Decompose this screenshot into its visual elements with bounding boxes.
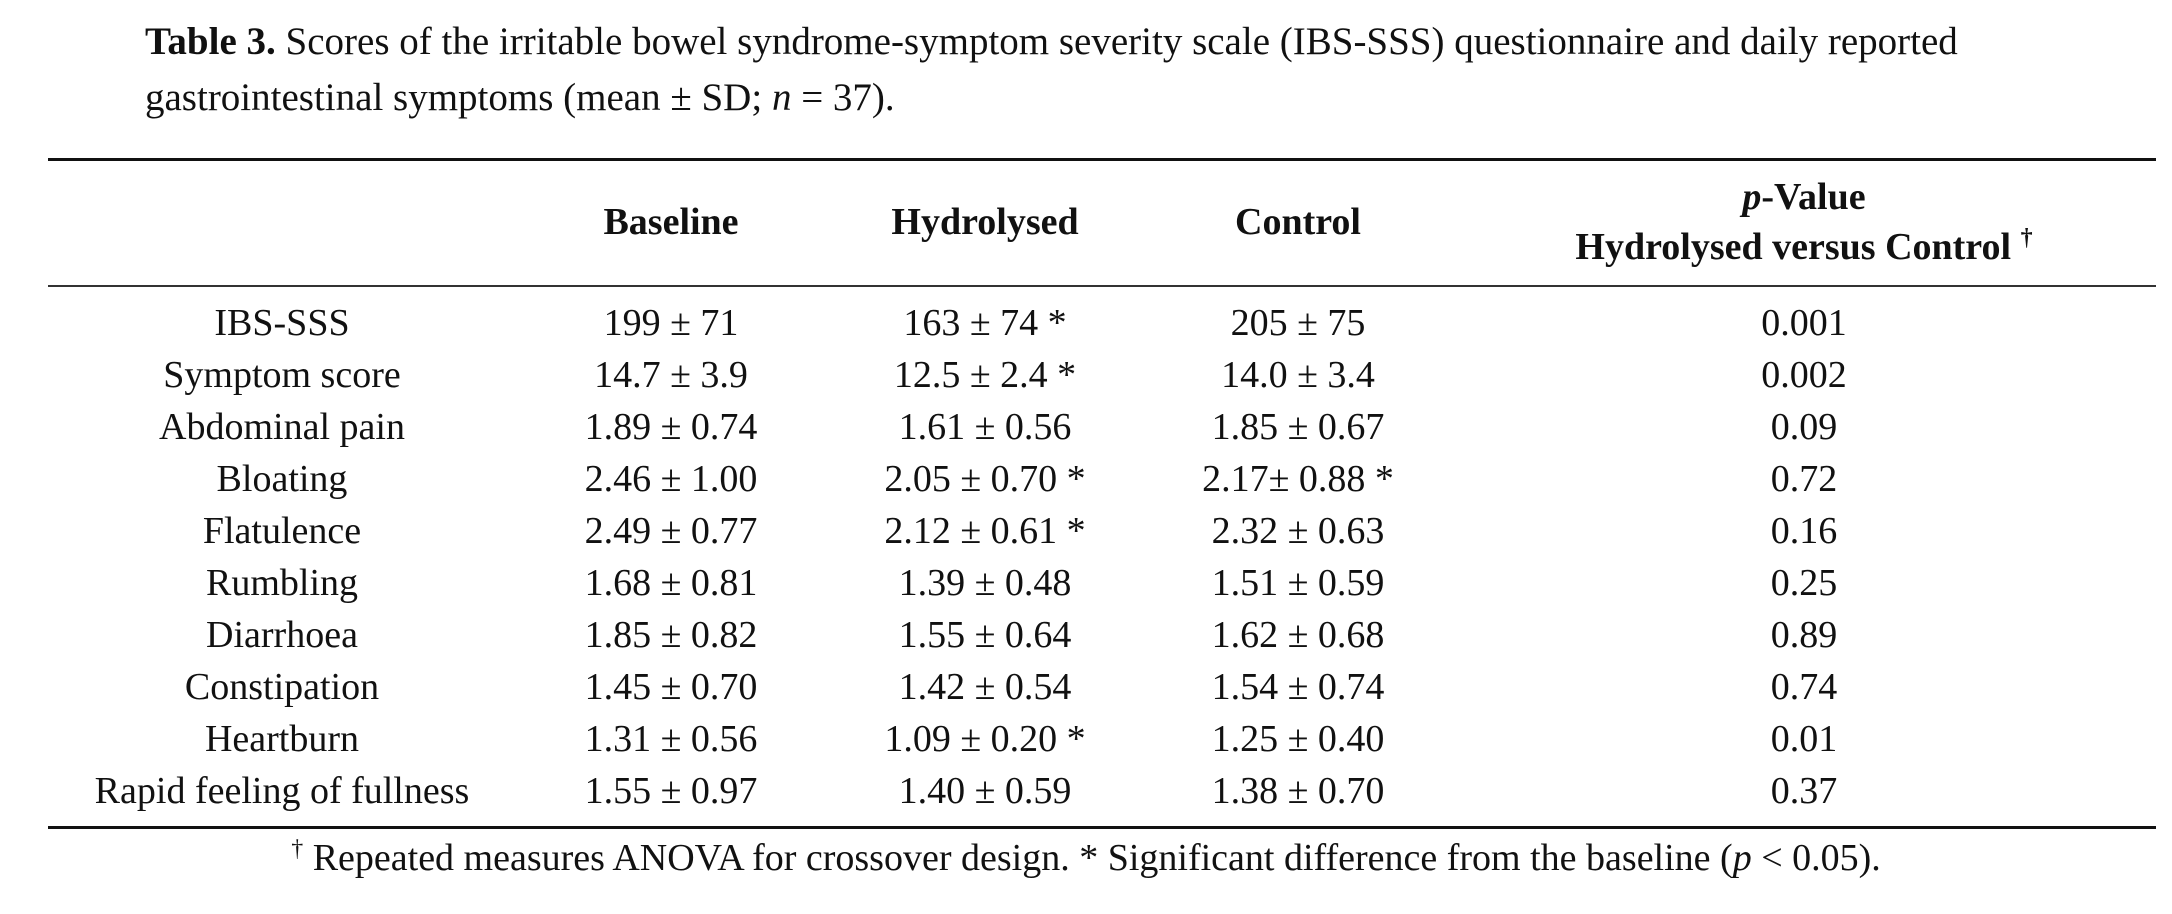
row-label: Heartburn	[204, 718, 360, 760]
table-row: Rumbling 1.68 ± 0.81 1.39 ± 0.48 1.51 ± 0.5…	[48, 557, 2156, 609]
cell-baseline: 2.46 ± 1.00	[584, 458, 758, 500]
cell-baseline: 14.7 ± 3.9	[594, 354, 748, 396]
cell-p-value: 0.89	[1770, 614, 1838, 656]
header-p-value-label: -Value	[1761, 176, 1866, 218]
cell-baseline: 1.31 ± 0.56	[584, 718, 758, 760]
cell-p-value: 0.001	[1761, 302, 1847, 344]
header-p-value-comparison: Hydrolysed versus Control	[1575, 226, 2012, 268]
table-caption: Table 3. Scores of the irritable bowel s…	[145, 14, 2105, 126]
header-empty	[48, 164, 516, 280]
cell-baseline: 1.45 ± 0.70	[584, 666, 758, 708]
table-header: Baseline Hydrolysed Control p-Value Hydro…	[48, 164, 2156, 280]
cell-hydrolysed: 163 ± 74 *	[903, 302, 1067, 344]
table-row: Symptom score 14.7 ± 3.9 12.5 ± 2.4 * 14.0 …	[48, 349, 2156, 401]
header-p-symbol: p	[1742, 176, 1762, 218]
cell-control: 14.0 ± 3.4	[1221, 354, 1375, 396]
table-row: IBS-SSS 199 ± 71 163 ± 74 * 205 ± 75 0.001	[48, 297, 2156, 349]
cell-p-value: 0.01	[1770, 718, 1838, 760]
cell-p-value: 0.002	[1761, 354, 1847, 396]
footnote-text-part2: < 0.05).	[1751, 837, 1881, 879]
row-label: Flatulence	[202, 510, 362, 552]
cell-baseline: 1.55 ± 0.97	[584, 770, 758, 812]
header-control: Control	[1235, 201, 1361, 243]
cell-hydrolysed: 1.42 ± 0.54	[898, 666, 1072, 708]
table-row: Flatulence 2.49 ± 0.77 2.12 ± 0.61 * 2.32 ±…	[48, 505, 2156, 557]
table-top-rule	[48, 158, 2156, 161]
caption-n-symbol: n	[771, 76, 792, 119]
table-row: Diarrhoea 1.85 ± 0.82 1.55 ± 0.64 1.62 ± 0.…	[48, 609, 2156, 661]
header-hydrolysed: Hydrolysed	[891, 201, 1079, 243]
header-p-value: p-Value Hydrolysed versus Control †	[1452, 164, 2156, 280]
cell-baseline: 2.49 ± 0.77	[584, 510, 758, 552]
cell-p-value: 0.74	[1770, 666, 1838, 708]
footnote-p-symbol: p	[1732, 837, 1752, 879]
cell-p-value: 0.37	[1770, 770, 1838, 812]
row-label: IBS-SSS	[214, 302, 350, 344]
cell-control: 1.54 ± 0.74	[1211, 666, 1385, 708]
table-row: Heartburn 1.31 ± 0.56 1.09 ± 0.20 * 1.25 ± …	[48, 713, 2156, 765]
cell-p-value: 0.16	[1770, 510, 1838, 552]
header-baseline: Baseline	[603, 201, 739, 243]
header-row: Baseline Hydrolysed Control p-Value Hydro…	[48, 164, 2156, 280]
cell-baseline: 1.85 ± 0.82	[584, 614, 758, 656]
cell-hydrolysed: 2.05 ± 0.70 *	[884, 458, 1086, 500]
cell-control: 205 ± 75	[1230, 302, 1366, 344]
row-label: Rapid feeling of fullness	[94, 770, 470, 812]
cell-hydrolysed: 2.12 ± 0.61 *	[884, 510, 1086, 552]
caption-text-part1: Scores of the irritable bowel syndrome-s…	[145, 20, 1958, 119]
cell-baseline: 1.68 ± 0.81	[584, 562, 758, 604]
table-bottom-rule	[48, 826, 2156, 829]
cell-control: 2.17± 0.88 *	[1202, 458, 1394, 500]
cell-hydrolysed: 1.40 ± 0.59	[898, 770, 1072, 812]
caption-text-part2: = 37).	[791, 76, 895, 119]
footnote-dagger: †	[291, 836, 304, 862]
table-row: Rapid feeling of fullness 1.55 ± 0.97 1.40…	[48, 765, 2156, 817]
cell-hydrolysed: 12.5 ± 2.4 *	[893, 354, 1077, 396]
row-label: Bloating	[216, 458, 348, 500]
caption-label: Table 3.	[145, 20, 276, 63]
cell-baseline: 1.89 ± 0.74	[584, 406, 758, 448]
row-label: Symptom score	[163, 354, 401, 396]
table-body: IBS-SSS 199 ± 71 163 ± 74 * 205 ± 75 0.001 Sy…	[48, 297, 2156, 817]
cell-hydrolysed: 1.61 ± 0.56	[898, 406, 1072, 448]
cell-p-value: 0.09	[1770, 406, 1838, 448]
table-row: Abdominal pain 1.89 ± 0.74 1.61 ± 0.56 1.85…	[48, 401, 2156, 453]
cell-control: 1.62 ± 0.68	[1211, 614, 1385, 656]
table-footnote: † Repeated measures ANOVA for crossover …	[0, 832, 2172, 884]
cell-control: 2.32 ± 0.63	[1211, 510, 1385, 552]
table-row: Constipation 1.45 ± 0.70 1.42 ± 0.54 1.54 ±…	[48, 661, 2156, 713]
cell-control: 1.38 ± 0.70	[1211, 770, 1385, 812]
row-label: Rumbling	[205, 562, 359, 604]
row-label: Constipation	[184, 666, 380, 708]
cell-baseline: 199 ± 71	[603, 302, 739, 344]
row-label: Abdominal pain	[159, 406, 405, 448]
header-dagger: †	[2020, 225, 2033, 251]
cell-hydrolysed: 1.09 ± 0.20 *	[884, 718, 1086, 760]
cell-control: 1.51 ± 0.59	[1211, 562, 1385, 604]
cell-hydrolysed: 1.39 ± 0.48	[898, 562, 1072, 604]
table-row: Bloating 2.46 ± 1.00 2.05 ± 0.70 * 2.17± 0.…	[48, 453, 2156, 505]
cell-p-value: 0.25	[1770, 562, 1838, 604]
table-header-rule	[48, 285, 2156, 287]
cell-p-value: 0.72	[1770, 458, 1838, 500]
cell-control: 1.85 ± 0.67	[1211, 406, 1385, 448]
footnote-text-part1: Repeated measures ANOVA for crossover de…	[303, 837, 1733, 879]
cell-hydrolysed: 1.55 ± 0.64	[898, 614, 1072, 656]
cell-control: 1.25 ± 0.40	[1211, 718, 1385, 760]
row-label: Diarrhoea	[206, 614, 358, 656]
